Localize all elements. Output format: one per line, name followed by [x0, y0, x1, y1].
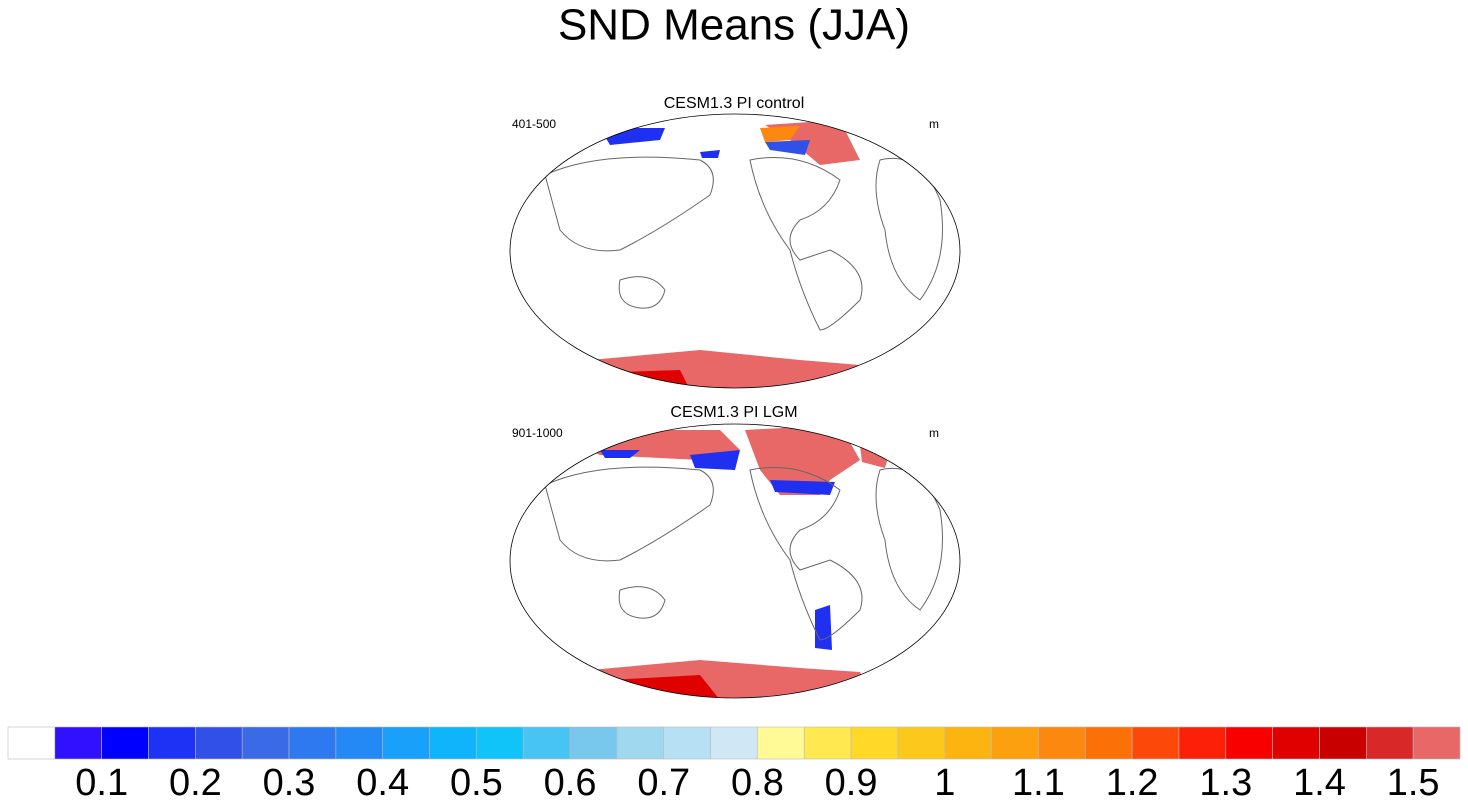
panel-left-label: 901-1000	[512, 426, 563, 440]
colorbar-label: 1	[934, 762, 955, 804]
panel-title: CESM1.3 PI control	[664, 95, 805, 112]
colorbar-box	[803, 726, 852, 760]
colorbar-label: 1.5	[1387, 762, 1440, 804]
colorbar-box	[1084, 726, 1133, 760]
colorbar-label: 1.2	[1106, 762, 1159, 804]
colorbar-box	[335, 726, 384, 760]
colorbar-box	[101, 726, 149, 760]
colorbar-box	[382, 726, 430, 760]
colorbar-box	[569, 726, 618, 760]
colorbar-box	[522, 726, 571, 760]
colorbar-box	[944, 726, 992, 760]
colorbar-box	[1131, 726, 1180, 760]
panel-left-label: 401-500	[512, 117, 556, 131]
colorbar-box	[195, 726, 243, 760]
colorbar-box	[663, 726, 711, 760]
colorbar-box	[757, 726, 805, 760]
map-field	[544, 120, 943, 388]
colorbar-box	[148, 726, 196, 760]
colorbar-label: 0.5	[450, 762, 503, 804]
colorbar-box	[1178, 726, 1227, 760]
colorbar-label: 0.2	[169, 762, 222, 804]
colorbar-box	[1319, 726, 1367, 760]
colorbar-box	[288, 726, 337, 760]
colorbar-label: 0.1	[75, 762, 128, 804]
figure-title: SND Means (JJA)	[558, 1, 910, 50]
colorbar-label: 0.3	[263, 762, 316, 804]
map-field	[544, 425, 943, 698]
colorbar-box	[1272, 726, 1320, 760]
colorbar-box	[54, 726, 102, 760]
colorbar-box	[1366, 726, 1414, 760]
colorbar-label: 0.4	[356, 762, 409, 804]
colorbar-box	[476, 726, 524, 760]
colorbar-box	[850, 726, 899, 760]
colorbar-label: 1.3	[1199, 762, 1252, 804]
colorbar-box	[1038, 726, 1086, 760]
colorbar-box	[616, 726, 665, 760]
colorbar: 0.1 0.2 0.3 0.4 0.5 0.6 0.7 0.8 0.9 1 1.1 1.2 1.3 1.4…	[7, 726, 1461, 804]
colorbar-label: 0.9	[825, 762, 878, 804]
colorbar-box	[1225, 726, 1273, 760]
panel-title: CESM1.3 PI LGM	[670, 404, 797, 421]
panel-right-label: m	[929, 426, 939, 440]
colorbar-label: 0.6	[544, 762, 597, 804]
colorbar-box	[1412, 726, 1461, 760]
colorbar-box	[710, 726, 758, 760]
colorbar-label: 0.7	[637, 762, 690, 804]
colorbar-box	[429, 726, 477, 760]
map-panel: CESM1.3 PI LGM 901-1000 m	[509, 404, 961, 699]
colorbar-label: 0.8	[731, 762, 784, 804]
colorbar-box	[991, 726, 1039, 760]
colorbar-box	[7, 726, 56, 760]
map-panel: CESM1.3 PI control 401-500 m	[509, 95, 961, 389]
panel-right-label: m	[929, 117, 939, 131]
colorbar-box	[241, 726, 290, 760]
colorbar-box	[897, 726, 946, 760]
colorbar-label: 1.1	[1012, 762, 1065, 804]
colorbar-label: 1.4	[1293, 762, 1346, 804]
